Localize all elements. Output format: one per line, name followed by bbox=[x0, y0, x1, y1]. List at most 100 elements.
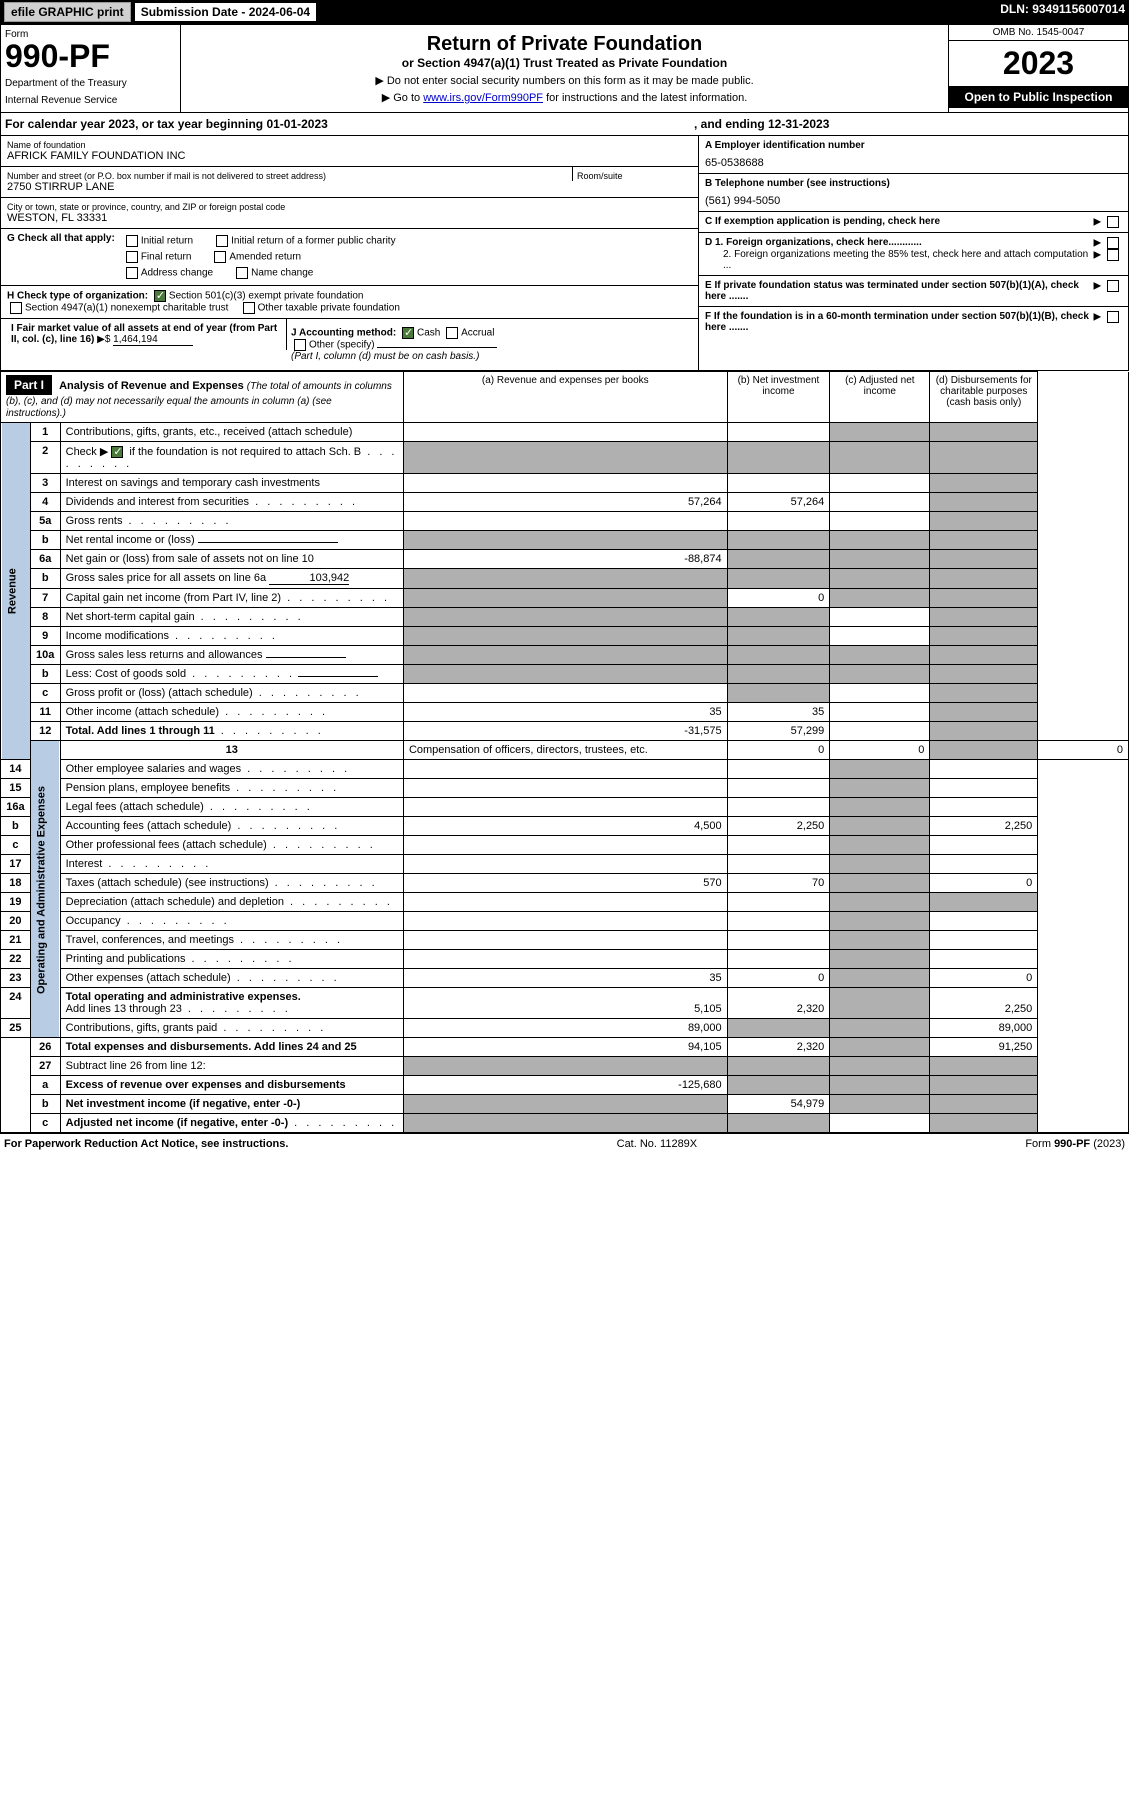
line16b-desc: Accounting fees (attach schedule) bbox=[66, 820, 232, 832]
l23d: 0 bbox=[930, 969, 1038, 988]
irs-link[interactable]: www.irs.gov/Form990PF bbox=[423, 92, 543, 104]
initial-return-label: Initial return bbox=[141, 236, 193, 247]
line19-desc: Depreciation (attach schedule) and deple… bbox=[66, 896, 284, 908]
line26-desc: Total expenses and disbursements. Add li… bbox=[66, 1041, 357, 1053]
d1-label: D 1. Foreign organizations, check here..… bbox=[705, 237, 1094, 248]
line11-desc: Other income (attach schedule) bbox=[66, 706, 219, 718]
line27-desc: Subtract line 26 from line 12: bbox=[60, 1057, 403, 1076]
line5b-desc: Net rental income or (loss) bbox=[66, 534, 195, 546]
l26d: 91,250 bbox=[930, 1038, 1038, 1057]
line16a-desc: Legal fees (attach schedule) bbox=[66, 801, 204, 813]
line6a-desc: Net gain or (loss) from sale of assets n… bbox=[60, 550, 403, 569]
line16c-desc: Other professional fees (attach schedule… bbox=[66, 839, 267, 851]
form-header: Form 990-PF Department of the Treasury I… bbox=[0, 24, 1129, 113]
line13-desc: Compensation of officers, directors, tru… bbox=[403, 741, 727, 760]
line17-desc: Interest bbox=[66, 858, 103, 870]
d2-label: 2. Foreign organizations meeting the 85%… bbox=[705, 249, 1094, 271]
amended-return-checkbox[interactable] bbox=[214, 251, 226, 263]
city: WESTON, FL 33331 bbox=[7, 212, 692, 224]
l18a: 570 bbox=[403, 874, 727, 893]
line23-desc: Other expenses (attach schedule) bbox=[66, 972, 231, 984]
tax-year: 2023 bbox=[949, 41, 1128, 86]
note-ssn: ▶ Do not enter social security numbers o… bbox=[189, 74, 940, 87]
501c3-label: Section 501(c)(3) exempt private foundat… bbox=[169, 291, 364, 302]
cal-year-begin: For calendar year 2023, or tax year begi… bbox=[5, 117, 694, 131]
l13b: 0 bbox=[830, 741, 930, 760]
final-return-checkbox[interactable] bbox=[126, 251, 138, 263]
l27aa: -125,680 bbox=[403, 1076, 727, 1095]
ein-label: A Employer identification number bbox=[705, 140, 1122, 151]
l16ba: 4,500 bbox=[403, 817, 727, 836]
c-label: C If exemption application is pending, c… bbox=[705, 216, 1094, 227]
other-taxable-checkbox[interactable] bbox=[243, 302, 255, 314]
address-label: Number and street (or P.O. box number if… bbox=[7, 171, 572, 181]
l24b: 2,320 bbox=[727, 988, 830, 1019]
phone-label: B Telephone number (see instructions) bbox=[705, 178, 1122, 189]
schb-checkbox[interactable] bbox=[111, 446, 123, 458]
501c3-checkbox[interactable] bbox=[154, 290, 166, 302]
form-footer: Form 990-PF (2023) bbox=[1025, 1138, 1125, 1150]
l26b: 2,320 bbox=[727, 1038, 830, 1057]
address: 2750 STIRRUP LANE bbox=[7, 181, 572, 193]
e-label: E If private foundation status was termi… bbox=[705, 280, 1094, 302]
foundation-name: AFRICK FAMILY FOUNDATION INC bbox=[7, 150, 692, 162]
line4-desc: Dividends and interest from securities bbox=[66, 496, 249, 508]
line6b-desc: Gross sales price for all assets on line… bbox=[66, 572, 267, 584]
l24d: 2,250 bbox=[930, 988, 1038, 1019]
form-title: Return of Private Foundation bbox=[189, 33, 940, 56]
l12a: -31,575 bbox=[403, 722, 727, 741]
initial-former-checkbox[interactable] bbox=[216, 235, 228, 247]
paperwork-notice: For Paperwork Reduction Act Notice, see … bbox=[4, 1138, 288, 1150]
l13a: 0 bbox=[727, 741, 830, 760]
cal-year-end: , and ending 12-31-2023 bbox=[694, 117, 1124, 131]
revenue-section-label: Revenue bbox=[1, 423, 31, 760]
room-label: Room/suite bbox=[577, 171, 692, 181]
4947-label: Section 4947(a)(1) nonexempt charitable … bbox=[25, 303, 228, 314]
d2-checkbox[interactable] bbox=[1107, 249, 1119, 261]
g-label: G Check all that apply: bbox=[7, 233, 115, 244]
initial-return-checkbox[interactable] bbox=[126, 235, 138, 247]
line14-desc: Other employee salaries and wages bbox=[66, 763, 241, 775]
e-checkbox[interactable] bbox=[1107, 280, 1119, 292]
line24b-desc: Add lines 13 through 23 bbox=[66, 1003, 182, 1015]
submission-date: Submission Date - 2024-06-04 bbox=[135, 3, 316, 21]
line1-desc: Contributions, gifts, grants, etc., rece… bbox=[60, 423, 403, 442]
expenses-section-label: Operating and Administrative Expenses bbox=[30, 741, 60, 1038]
line10b-desc: Less: Cost of goods sold bbox=[66, 668, 186, 680]
l18d: 0 bbox=[930, 874, 1038, 893]
line5a-desc: Gross rents bbox=[66, 515, 123, 527]
j-note: (Part I, column (d) must be on cash basi… bbox=[291, 351, 479, 362]
d1-checkbox[interactable] bbox=[1107, 237, 1119, 249]
initial-former-label: Initial return of a former public charit… bbox=[231, 236, 396, 247]
name-change-checkbox[interactable] bbox=[236, 267, 248, 279]
col-d-header: (d) Disbursements for charitable purpose… bbox=[930, 372, 1038, 423]
line25-desc: Contributions, gifts, grants paid bbox=[66, 1022, 218, 1034]
line12-desc: Total. Add lines 1 through 11 bbox=[66, 725, 215, 737]
l18b: 70 bbox=[727, 874, 830, 893]
j-label: J Accounting method: bbox=[291, 328, 396, 339]
line8-desc: Net short-term capital gain bbox=[66, 611, 195, 623]
info-grid: Name of foundation AFRICK FAMILY FOUNDAT… bbox=[0, 136, 1129, 371]
l23b: 0 bbox=[727, 969, 830, 988]
part1-title: Analysis of Revenue and Expenses bbox=[59, 380, 244, 392]
line2b-desc: if the foundation is not required to att… bbox=[126, 446, 361, 458]
cash-checkbox[interactable] bbox=[402, 327, 414, 339]
line22-desc: Printing and publications bbox=[66, 953, 186, 965]
f-checkbox[interactable] bbox=[1107, 311, 1119, 323]
l23a: 35 bbox=[403, 969, 727, 988]
line3-desc: Interest on savings and temporary cash i… bbox=[60, 474, 403, 493]
efile-print-button[interactable]: efile GRAPHIC print bbox=[4, 2, 131, 22]
l27bb: 54,979 bbox=[727, 1095, 830, 1114]
address-change-checkbox[interactable] bbox=[126, 267, 138, 279]
c-checkbox[interactable] bbox=[1107, 216, 1119, 228]
4947-checkbox[interactable] bbox=[10, 302, 22, 314]
line18-desc: Taxes (attach schedule) (see instruction… bbox=[66, 877, 269, 889]
ein: 65-0538688 bbox=[705, 157, 1122, 169]
accrual-checkbox[interactable] bbox=[446, 327, 458, 339]
l16bb: 2,250 bbox=[727, 817, 830, 836]
l4b: 57,264 bbox=[727, 493, 830, 512]
other-method-checkbox[interactable] bbox=[294, 339, 306, 351]
final-return-label: Final return bbox=[141, 252, 192, 263]
l6aa: -88,874 bbox=[403, 550, 727, 569]
irs-label: Internal Revenue Service bbox=[5, 95, 176, 106]
